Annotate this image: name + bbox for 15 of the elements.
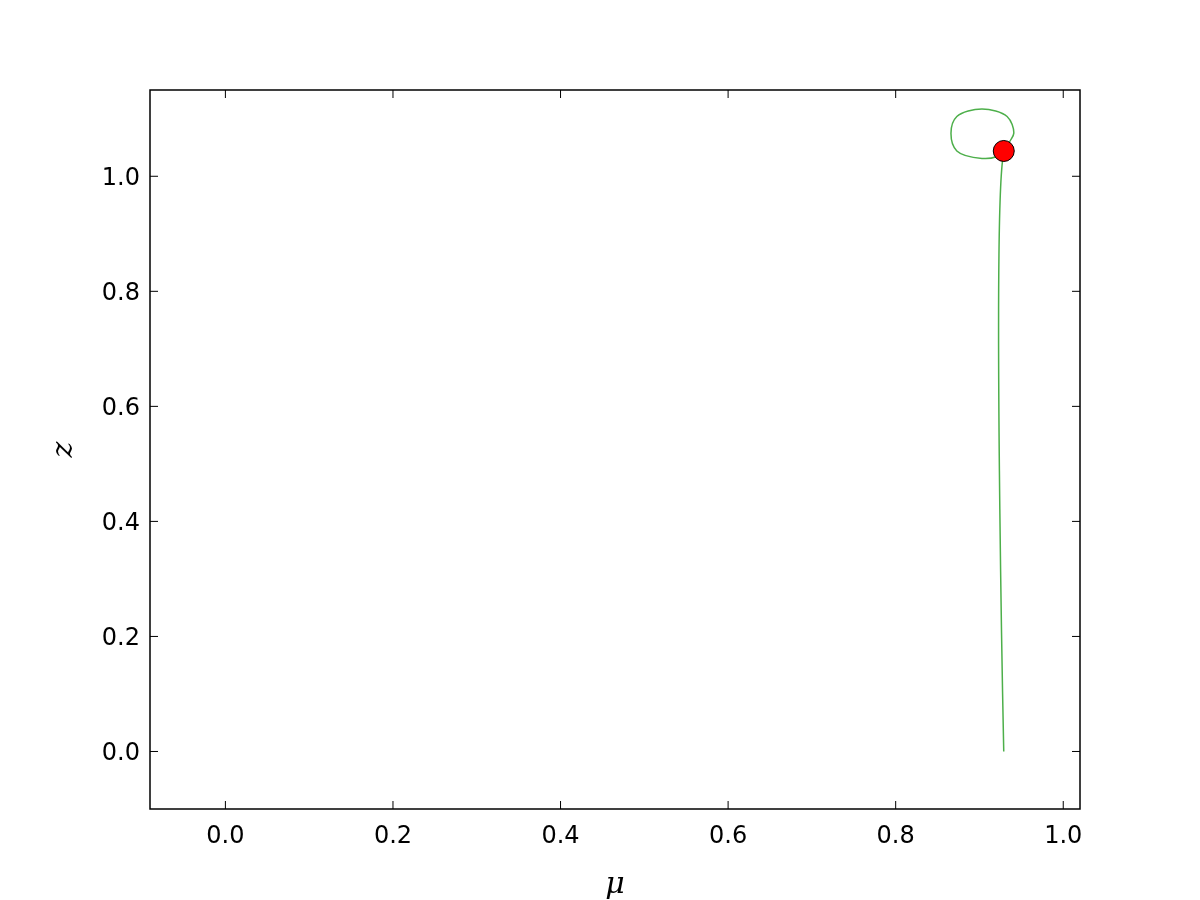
y-tick-label: 0.8 xyxy=(101,277,140,306)
y-tick-label: 0.2 xyxy=(101,622,140,651)
line-series xyxy=(950,108,1015,753)
x-tick-label: 0.2 xyxy=(373,821,413,849)
y-axis-title: z xyxy=(44,441,79,459)
x-axis-title: μ xyxy=(605,865,625,900)
y-tick-label: 0.0 xyxy=(101,737,140,766)
x-tick-label: 1.0 xyxy=(1044,821,1083,849)
x-tick-label: 0.6 xyxy=(709,821,748,849)
y-tick-label: 1.0 xyxy=(101,162,140,191)
y-tick-label: 0.6 xyxy=(101,392,140,421)
y-tick-label: 0.4 xyxy=(101,507,140,536)
x-tick-label: 0.4 xyxy=(541,821,580,849)
x-tick-label: 0.0 xyxy=(206,821,245,849)
x-tick-label: 0.8 xyxy=(876,821,915,849)
